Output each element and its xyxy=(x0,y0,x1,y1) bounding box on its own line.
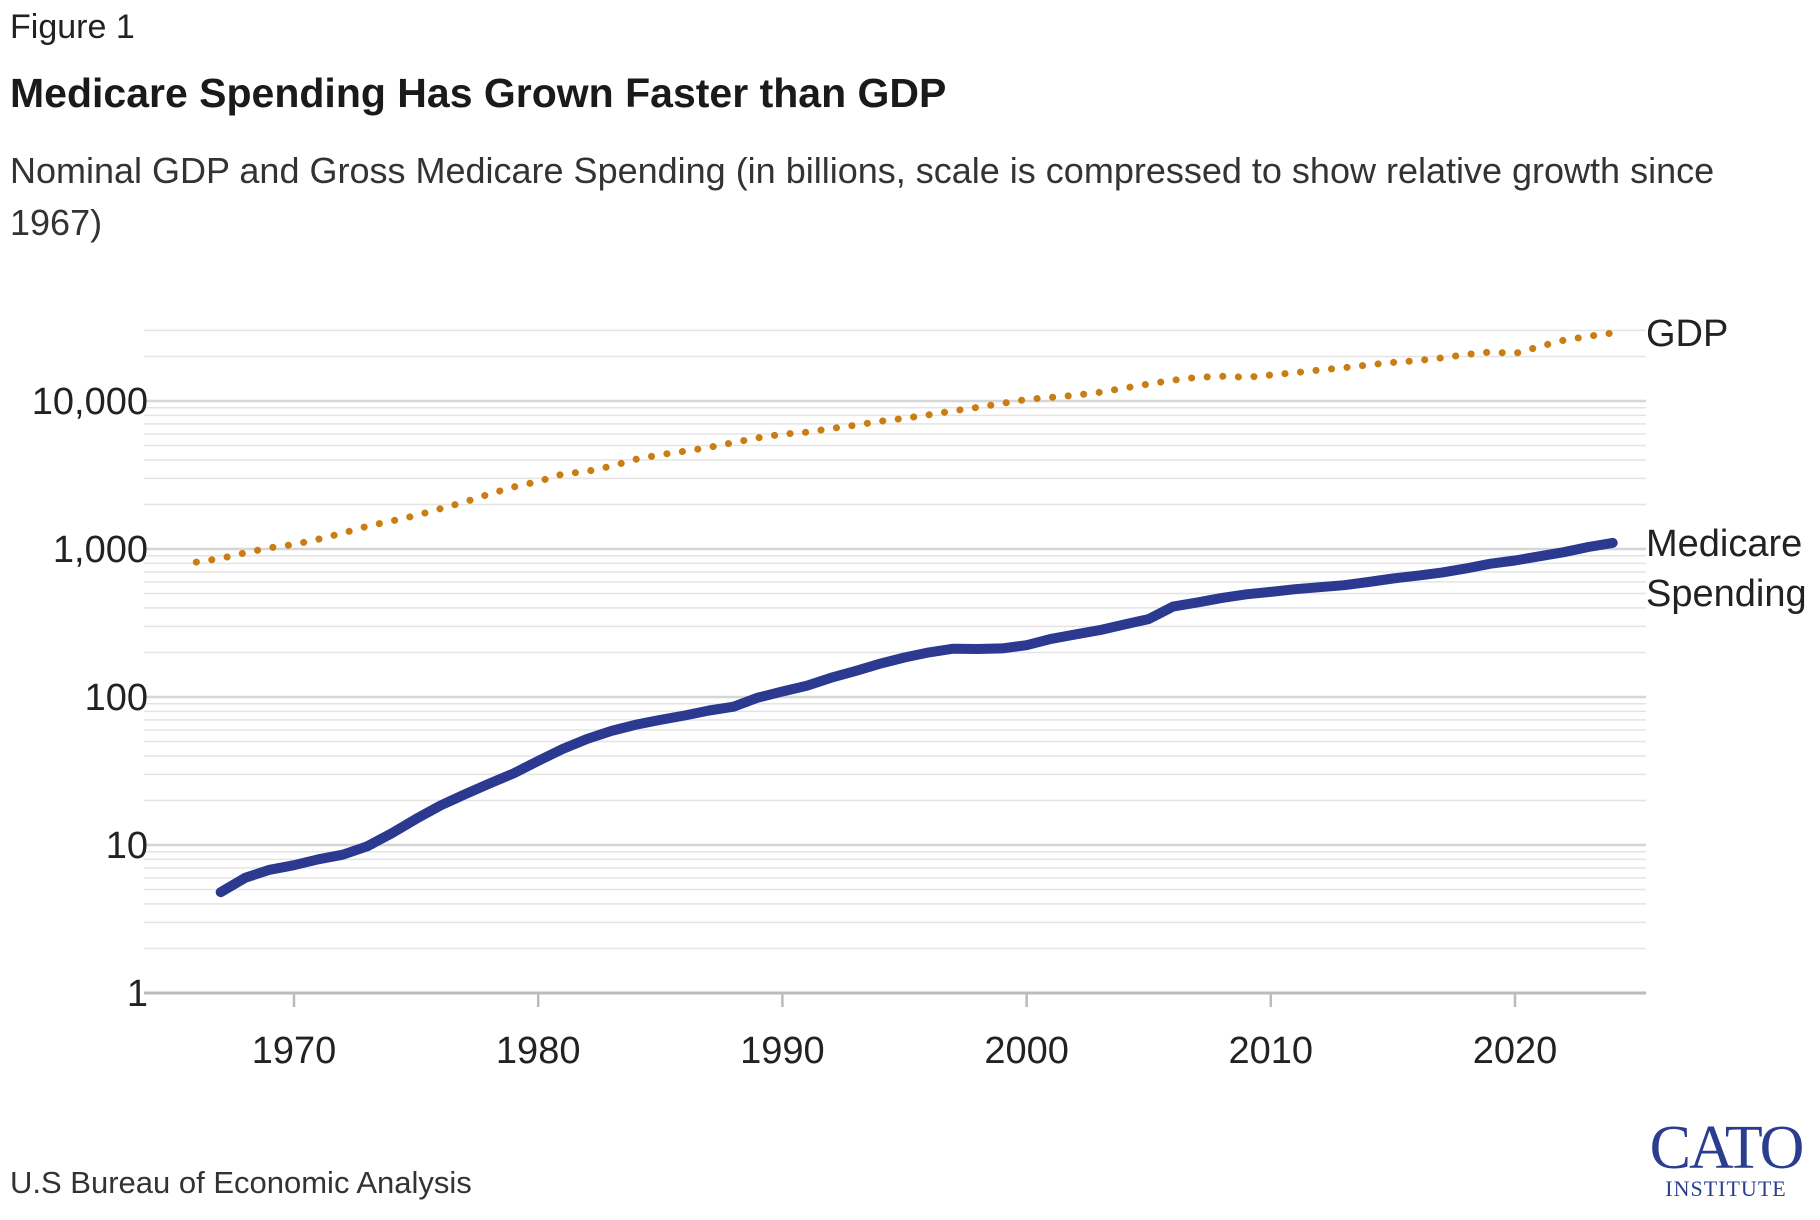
y-tick-label: 10 xyxy=(106,825,148,867)
medicare-line xyxy=(215,537,1618,898)
x-tick-label: 2000 xyxy=(984,1030,1069,1072)
x-tick-label: 1990 xyxy=(740,1030,825,1072)
line-chart: 1 10 100 1,000 10,000 1970 1980 1990 2000 2010 202… xyxy=(32,313,1807,1072)
logo-main-text: CATO xyxy=(1649,1114,1805,1182)
chart-subtitle: Nominal GDP and Gross Medicare Spending … xyxy=(10,150,1715,243)
x-tick-label: 1970 xyxy=(252,1030,337,1072)
series xyxy=(192,329,1618,898)
y-tick-label: 10,000 xyxy=(32,381,148,423)
x-tick-label: 2010 xyxy=(1229,1030,1314,1072)
axes: 1 10 100 1,000 10,000 1970 1980 1990 2000 2010 202… xyxy=(32,381,1646,1072)
medicare-label: Spending xyxy=(1646,573,1807,615)
x-tick-label: 1980 xyxy=(496,1030,581,1072)
x-tick-label: 2020 xyxy=(1473,1030,1558,1072)
source-note: U.S Bureau of Economic Analysis xyxy=(10,1165,472,1200)
chart-title: Medicare Spending Has Grown Faster than … xyxy=(10,70,947,116)
y-tick-label: 1 xyxy=(127,973,148,1015)
y-tick-label: 1,000 xyxy=(53,529,148,571)
figure-label: Figure 1 xyxy=(10,8,135,46)
gdp-line xyxy=(192,329,1617,566)
cato-logo: CATO INSTITUTE xyxy=(1646,1114,1806,1201)
series-labels: GDP Medicare Spending xyxy=(1646,313,1807,615)
y-tick-label: 100 xyxy=(85,677,148,719)
logo-sub-text: INSTITUTE xyxy=(1665,1176,1787,1201)
grid-lines xyxy=(144,329,1646,950)
medicare-label: Medicare xyxy=(1646,523,1802,565)
gdp-label: GDP xyxy=(1646,313,1728,355)
